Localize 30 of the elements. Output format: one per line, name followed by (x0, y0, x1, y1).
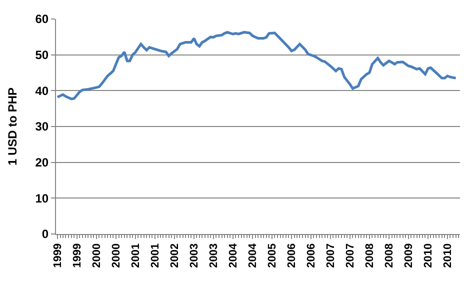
x-tick-label: 2004 (227, 242, 240, 268)
y-tick-label: 50 (35, 48, 49, 62)
x-tick-label: 2009 (402, 243, 415, 268)
y-tick-label: 40 (35, 84, 49, 98)
y-tick-label: 30 (35, 120, 49, 134)
x-tick-label: 2005 (266, 243, 278, 268)
y-tick-label: 20 (35, 156, 49, 170)
x-tick-label: 2010 (442, 243, 454, 268)
x-tick-label: 2002 (168, 243, 181, 268)
y-tick-label: 0 (42, 227, 49, 242)
x-tick-label: 2008 (384, 243, 396, 268)
x-tick-label: 2003 (188, 243, 201, 268)
x-tick-label: 2000 (110, 243, 123, 268)
x-tick-label: 2006 (305, 243, 318, 268)
y-axis-title: 1 USD to PHP (6, 87, 20, 166)
x-tick-label: 2008 (364, 243, 376, 268)
x-tick-label: 1999 (52, 243, 64, 268)
y-tick-label: 60 (35, 12, 49, 26)
x-tick-label: 2007 (324, 243, 337, 268)
y-tick-label: 10 (35, 191, 49, 206)
x-tick-label: 1999 (71, 243, 84, 268)
x-tick-label: 2001 (150, 243, 162, 268)
line-series (56, 30, 458, 100)
x-tick-label: 2010 (422, 243, 435, 268)
x-tick-label: 2001 (130, 243, 142, 268)
x-tick-label: 2007 (344, 243, 356, 268)
x-tick-label: 2004 (247, 242, 260, 268)
x-tick-label: 2006 (286, 243, 298, 268)
x-tick-label: 2000 (90, 243, 103, 268)
x-tick-label: 2003 (208, 243, 220, 268)
